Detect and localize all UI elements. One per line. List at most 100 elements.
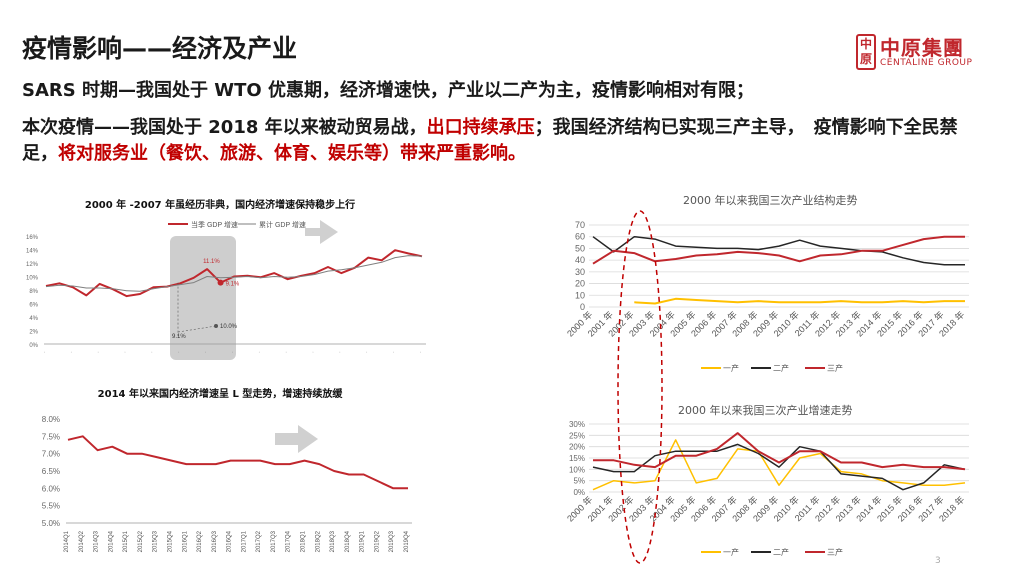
series-line-2 xyxy=(592,235,965,266)
x-tick-label: 2018Q3 xyxy=(330,530,336,552)
x-tick-label: 2019Q4 xyxy=(404,530,410,552)
annotation-guide xyxy=(177,325,217,333)
series-line-2 xyxy=(45,255,423,292)
legend-label: 三产 xyxy=(827,363,843,373)
chart-gdp-2000-2007: 当季 GDP 增速 累计 GDP 增速 0% 2% 4% 6% 8% 10% 12% 14% 16%… xyxy=(26,220,426,360)
x-tick-label: 2016Q1 xyxy=(182,530,188,552)
x-tick-label: · xyxy=(203,350,209,355)
page-number: 3 xyxy=(935,556,941,566)
x-tick-label: 2018Q4 xyxy=(345,530,351,552)
x-tick-label: · xyxy=(149,350,155,355)
logo-chinese-name: 中原集團 xyxy=(880,36,964,60)
y-tick-label: 7.0% xyxy=(42,450,60,459)
chart2-title: 2014 年以来国内经济增速呈 L 型走势，增速持续放缓 xyxy=(97,389,343,400)
x-tick-label: 2017Q4 xyxy=(286,530,292,552)
x-tick-label: 2015Q1 xyxy=(123,530,129,552)
chart1-title: 2000 年 -2007 年虽经历非典，国内经济增速保持稳步上行 xyxy=(84,200,356,211)
chart3-title: 2000 年以来我国三次产业结构走势 xyxy=(683,194,858,207)
y-tick-label: 5.0% xyxy=(42,519,60,528)
annotation-dot xyxy=(217,279,224,286)
y-tick-label: 60 xyxy=(575,232,585,242)
y-tick-label: 5.5% xyxy=(42,502,60,511)
logo-english-name: CENTALINE GROUP xyxy=(880,58,973,68)
series-line-1 xyxy=(634,297,965,305)
annotation-left: 9.1% xyxy=(172,334,186,340)
y-tick-label: 6% xyxy=(29,303,38,309)
y-tick-label: 0% xyxy=(573,488,585,497)
legend-label: 三产 xyxy=(827,547,843,557)
y-tick-label: 10 xyxy=(575,290,585,300)
y-tick-label: 30% xyxy=(569,420,585,429)
x-tick-label: · xyxy=(69,350,75,355)
y-tick-label: 10% xyxy=(569,465,585,474)
bullet-text: 本次疫情——我国处于 2018 年以来被动贸易战， xyxy=(22,117,427,138)
series-line-2 xyxy=(592,443,966,491)
y-tick-label: 0% xyxy=(29,343,38,349)
x-tick-label: · xyxy=(337,350,343,355)
x-tick-label: · xyxy=(230,350,236,355)
y-tick-label: 14% xyxy=(26,249,39,255)
annotation-peak: 11.1% xyxy=(203,259,220,265)
x-tick-label: · xyxy=(391,350,397,355)
y-tick-label: 20 xyxy=(575,279,585,289)
x-tick-label: 2014Q4 xyxy=(108,530,114,552)
x-tick-label: 2014Q3 xyxy=(94,530,100,552)
series-line-1 xyxy=(592,439,966,491)
x-tick-label: · xyxy=(42,350,48,355)
logo-seal-icon: 中原 xyxy=(856,34,876,70)
x-tick-label: 2017Q1 xyxy=(241,530,247,552)
x-tick-label: 2018Q2 xyxy=(315,530,321,552)
x-tick-label: · xyxy=(283,350,289,355)
x-tick-label: 2019Q3 xyxy=(389,530,395,552)
sars-period-box xyxy=(170,236,236,360)
x-tick-label: · xyxy=(176,350,182,355)
y-tick-label: 2% xyxy=(29,330,38,336)
sars-period-highlight xyxy=(617,210,663,564)
bullet-highlight-service: 将对服务业（餐饮、旅游、体育、娱乐等）带来严重影响。 xyxy=(58,143,526,164)
trend-arrow-icon xyxy=(305,220,338,244)
series-line-1 xyxy=(45,249,423,298)
x-tick-label: · xyxy=(418,350,424,355)
y-tick-label: 70 xyxy=(575,220,585,230)
y-tick-label: 6.0% xyxy=(42,484,60,493)
y-tick-label: 50 xyxy=(575,243,585,253)
y-tick-label: 12% xyxy=(26,262,39,268)
series-line-3 xyxy=(593,432,966,471)
y-tick-label: 10% xyxy=(26,276,39,282)
y-tick-label: 0 xyxy=(580,302,585,312)
x-tick-label: 2017Q3 xyxy=(271,530,277,552)
bullet-highlight-export: 出口持续承压 xyxy=(426,117,535,138)
x-tick-label: 2014Q2 xyxy=(79,530,85,552)
x-tick-label: 2016Q4 xyxy=(227,530,233,552)
chart4-title: 2000 年以来我国三次产业增速走势 xyxy=(678,404,853,417)
y-tick-label: 8% xyxy=(29,289,38,295)
y-tick-label: 8.0% xyxy=(42,415,60,424)
y-tick-label: 16% xyxy=(26,235,39,241)
x-tick-label: 2015Q3 xyxy=(153,530,159,552)
y-tick-label: 4% xyxy=(29,316,38,322)
x-tick-label: 2016Q3 xyxy=(212,530,218,552)
x-tick-label: · xyxy=(95,350,101,355)
x-tick-label: 2015Q2 xyxy=(138,530,144,552)
y-tick-label: 15% xyxy=(569,454,585,463)
annotation-dip: 9.1% xyxy=(226,282,240,288)
chart-gdp-2014-2019: 5.0% 5.5% 6.0% 6.5% 7.0% 7.5% 8.0% 2014Q1 2014Q2… xyxy=(42,415,412,552)
x-tick-label: · xyxy=(122,350,128,355)
x-tick-label: · xyxy=(257,350,263,355)
legend-label: 一产 xyxy=(723,547,739,557)
legend-label: 二产 xyxy=(773,363,789,373)
slide-title: 疫情影响——经济及产业 xyxy=(22,34,298,63)
x-tick-label: 2014Q1 xyxy=(64,530,70,552)
y-tick-label: 6.5% xyxy=(42,467,60,476)
x-tick-label: 2019Q1 xyxy=(360,530,366,552)
legend-label: 一产 xyxy=(723,363,739,373)
y-tick-label: 20% xyxy=(569,443,585,452)
annotation-right: 10.0% xyxy=(220,324,238,330)
bullet-current-epidemic: 本次疫情——我国处于 2018 年以来被动贸易战，出口持续承压；我国经济结构已实… xyxy=(22,115,982,167)
y-tick-label: 30 xyxy=(575,267,585,277)
x-tick-label: 2017Q2 xyxy=(256,530,262,552)
x-tick-label: 2018Q1 xyxy=(301,530,307,552)
trend-arrow-icon xyxy=(275,425,318,453)
